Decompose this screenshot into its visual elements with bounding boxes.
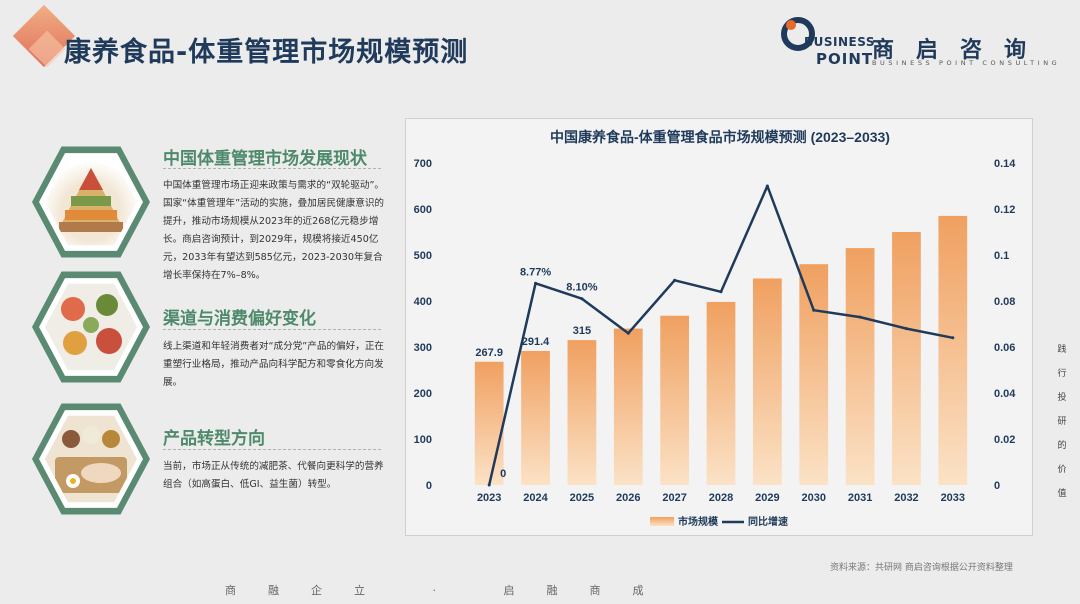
section-divider — [163, 329, 381, 330]
right-axis-tick: 0 — [994, 480, 1000, 492]
section-divider — [163, 449, 381, 450]
right-axis-tick: 0.14 — [994, 158, 1016, 170]
bar-label: 267.9 — [475, 347, 503, 359]
growth-point-2028 — [719, 290, 723, 294]
right-axis-tick: 0.1 — [994, 250, 1009, 262]
page-title: 康养食品-体重管理市场规模预测 — [64, 37, 469, 68]
growth-point-2023 — [487, 483, 491, 487]
section-body-transform: 当前，市场正从传统的减肥茶、代餐向更科学的营养组合（如高蛋白、低GI、益生菌）转… — [163, 461, 384, 490]
right-axis-tick: 0.08 — [994, 296, 1015, 308]
logo-subtitle: BUSINESS POINT CONSULTING — [872, 59, 1061, 67]
bar-2026 — [613, 328, 643, 485]
section-divider — [163, 168, 381, 169]
bar-label: 315 — [573, 325, 591, 337]
chart-canvas: 中国康养食品-体重管理食品市场规模预测 (2023–2033) 0 100 200 3… — [414, 129, 1017, 528]
chart-title: 中国康养食品-体重管理食品市场规模预测 (2023–2033) — [550, 129, 890, 145]
logo-cn: 商启咨询 — [872, 38, 1049, 63]
legend-swatch-bar — [650, 517, 674, 526]
bar-label: 291.4 — [522, 336, 550, 348]
bar-2030 — [799, 264, 829, 485]
x-axis-tick: 2026 — [616, 492, 640, 504]
x-axis-tick: 2033 — [941, 492, 965, 504]
food-pyramid-image — [32, 143, 150, 261]
section-title-status: 中国体重管理市场发展现状 — [163, 149, 367, 169]
x-axis-tick: 2029 — [755, 492, 779, 504]
growth-label: 8.10% — [566, 282, 597, 294]
growth-label: 0 — [500, 468, 506, 480]
growth-point-2030 — [812, 308, 816, 312]
growth-point-2026 — [626, 331, 630, 335]
x-axis-tick: 2027 — [662, 492, 686, 504]
x-axis-tick: 2030 — [801, 492, 825, 504]
company-logo: BUSINESS POINT 商启咨询 BUSINESS POINT CONSU… — [780, 14, 1065, 74]
logo-en-bottom: POINT — [816, 50, 874, 68]
section-body-status: 中国体重管理市场正迎来政策与需求的“双轮驱动”。国家“体重管理年”活动的实施，叠… — [163, 180, 385, 281]
growth-point-2024 — [534, 281, 538, 285]
right-axis-tick: 0.04 — [994, 388, 1016, 400]
logo-en-top: BUSINESS — [804, 35, 875, 49]
section-title-channel: 渠道与消费偏好变化 — [163, 309, 316, 329]
left-axis-tick: 200 — [414, 388, 432, 400]
right-axis-tick: 0.02 — [994, 434, 1015, 446]
bar-2028 — [706, 301, 736, 485]
bar-2024 — [521, 350, 550, 485]
x-axis-tick: 2023 — [477, 492, 501, 504]
bar-2023 — [474, 361, 504, 485]
bar-2029 — [752, 278, 782, 485]
bar-2033 — [938, 215, 968, 485]
x-axis-tick: 2024 — [523, 492, 548, 504]
growth-point-2025 — [580, 297, 584, 301]
source-note: 资料来源：共研网 商启咨询根据公开资料整理 — [830, 563, 1013, 573]
bar-2025 — [567, 340, 597, 485]
growth-label: 8.77% — [520, 266, 551, 278]
left-axis-tick: 700 — [414, 158, 432, 170]
right-axis-tick: 0.12 — [994, 204, 1015, 216]
side-slogan: 践行投研的价值 — [1057, 345, 1067, 499]
right-axis-tick: 0.06 — [994, 342, 1015, 354]
x-axis-tick: 2032 — [894, 492, 918, 504]
left-axis-tick: 0 — [426, 480, 432, 492]
food-bowls-image — [32, 268, 150, 386]
bar-2031 — [845, 248, 875, 485]
logo-ring-icon — [781, 17, 815, 51]
growth-point-2033 — [951, 336, 955, 340]
section-title-transform: 产品转型方向 — [163, 429, 265, 449]
left-axis-tick: 600 — [414, 204, 432, 216]
protein-foods-image — [32, 400, 150, 518]
legend-label-line: 同比增速 — [748, 515, 788, 528]
left-axis-tick: 100 — [414, 434, 432, 446]
left-axis-tick: 400 — [414, 296, 432, 308]
footer-slogan: 商融企立 · 启融商成 — [225, 584, 676, 597]
growth-point-2031 — [858, 315, 862, 319]
left-axis-tick: 500 — [414, 250, 432, 262]
x-axis-tick: 2025 — [570, 492, 594, 504]
growth-point-2029 — [765, 184, 769, 188]
legend-label-bar: 市场规模 — [678, 515, 719, 528]
bar-2027 — [660, 315, 690, 485]
left-axis-tick: 300 — [414, 342, 432, 354]
bar-2032 — [892, 232, 921, 485]
x-axis-tick: 2031 — [848, 492, 872, 504]
x-axis-tick: 2028 — [709, 492, 733, 504]
market-size-chart: 中国康养食品-体重管理食品市场规模预测 (2023–2033) 0 100 200 3… — [405, 118, 1033, 536]
section-body-channel: 线上渠道和年轻消费者对“成分党”产品的偏好，正在重塑行业格局，推动产品向科学配方… — [163, 341, 385, 388]
growth-point-2032 — [904, 327, 908, 331]
growth-point-2027 — [673, 278, 677, 282]
